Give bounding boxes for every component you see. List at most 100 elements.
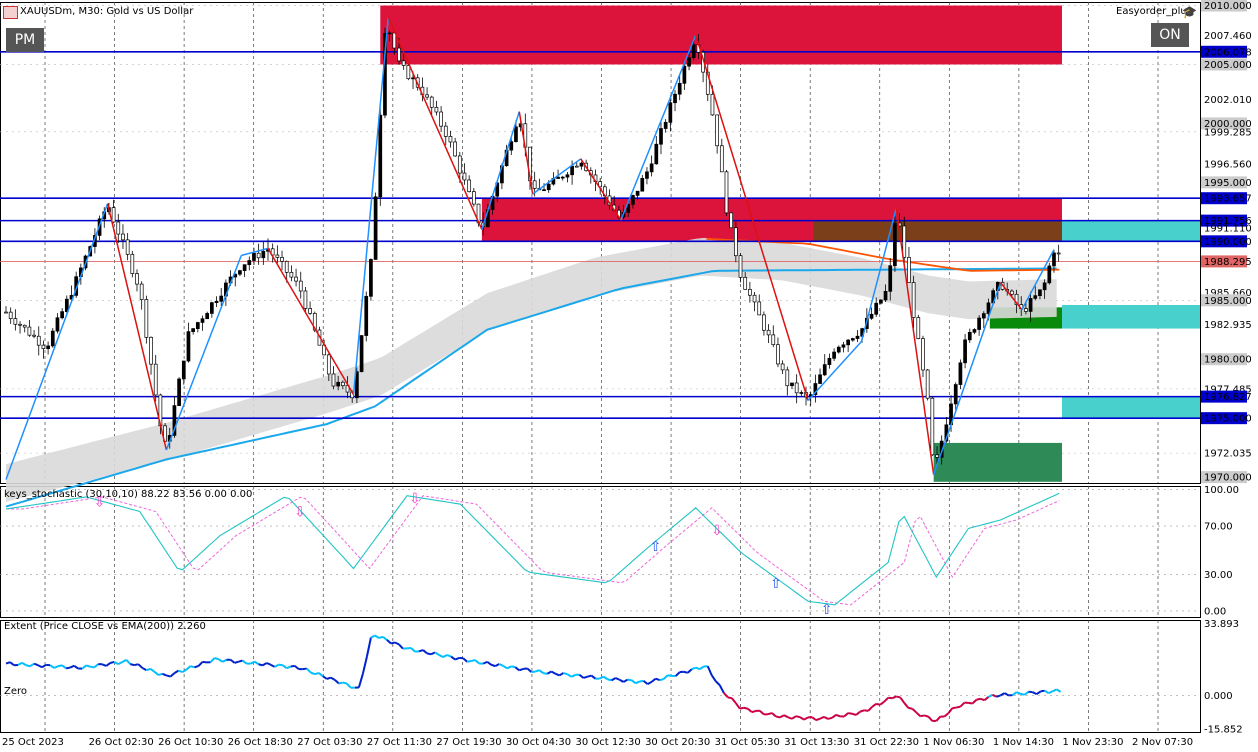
candle-body xyxy=(1014,293,1019,305)
extent-segment xyxy=(739,706,745,710)
extent-segment xyxy=(706,665,713,676)
extent-segment xyxy=(1011,691,1018,696)
extent-segment xyxy=(442,654,448,658)
extent-segment xyxy=(683,670,688,674)
extent-segment xyxy=(731,697,737,704)
price-tag-bg xyxy=(1201,390,1247,403)
candle-body xyxy=(467,179,472,192)
candle-body xyxy=(977,317,981,330)
extent-segment xyxy=(546,670,552,675)
extent-segment xyxy=(294,665,300,670)
extent-segment xyxy=(783,714,789,719)
candle-body xyxy=(1010,290,1014,295)
candle-body xyxy=(986,302,991,314)
extent-segment xyxy=(470,659,476,662)
extent-segment xyxy=(37,664,43,669)
extent-segment xyxy=(398,643,404,650)
zigzag-segment xyxy=(932,282,1002,475)
candle-body xyxy=(387,32,392,35)
extent-segment xyxy=(983,696,990,701)
extent-segment xyxy=(450,655,456,661)
price-tag-bg xyxy=(1201,353,1247,366)
extent-segment xyxy=(153,670,160,676)
extent-segment xyxy=(318,672,324,677)
extent-segment xyxy=(630,679,637,684)
time-tick-label: 1 Nov 23:30 xyxy=(1062,737,1123,748)
extent-segment xyxy=(855,710,861,716)
candle-body xyxy=(743,276,748,290)
extent-segment xyxy=(779,714,785,719)
extent-segment xyxy=(787,716,793,720)
candle-body xyxy=(46,345,50,349)
candle-body xyxy=(649,163,654,173)
candle-body xyxy=(818,374,822,384)
panel-border-stochastic xyxy=(0,486,1201,618)
time-tick-label: 30 Oct 12:30 xyxy=(576,737,641,748)
on-button[interactable]: ON xyxy=(1151,23,1189,47)
extent-segment xyxy=(286,665,292,670)
extent-segment xyxy=(5,661,11,665)
extent-segment xyxy=(266,662,272,666)
candle-body xyxy=(953,384,958,405)
extent-segment xyxy=(21,661,27,667)
candle-body xyxy=(8,311,13,319)
extent-segment xyxy=(607,678,612,682)
zigzag-segment xyxy=(352,17,390,395)
candle-body xyxy=(144,299,149,338)
extent-segment xyxy=(587,674,592,678)
extent-segment xyxy=(558,672,564,677)
up-arrow-icon: ⇧ xyxy=(770,576,782,592)
extent-segment xyxy=(365,637,372,657)
extent-segment xyxy=(888,696,893,700)
candle-body xyxy=(719,145,724,173)
price-tag-bg xyxy=(1201,255,1247,268)
extent-segment xyxy=(81,664,87,670)
candle-body xyxy=(930,397,935,456)
extent-segment xyxy=(258,663,263,667)
candle-body xyxy=(153,363,158,396)
pm-button[interactable]: PM xyxy=(6,28,44,52)
candle-body xyxy=(252,252,256,261)
time-tick-label: 1 Nov 06:30 xyxy=(923,737,984,748)
extent-segment xyxy=(17,661,23,666)
brown-zone xyxy=(813,220,1062,242)
symbol-title: XAUUSDm, M30: Gold vs US Dollar xyxy=(20,6,194,17)
zigzag-segment xyxy=(241,247,269,257)
extent-segment xyxy=(799,716,805,721)
extent-segment xyxy=(438,654,444,658)
extent-segment xyxy=(1044,689,1050,694)
extent-segment xyxy=(357,673,364,688)
candle-body xyxy=(841,344,846,348)
candle-body xyxy=(177,378,181,406)
extent-segment xyxy=(234,660,239,664)
candle-body xyxy=(935,454,939,458)
candle-body xyxy=(766,329,771,336)
candle-body xyxy=(18,323,22,326)
stochastic-indicator-title: keys_stochastic (30,10,10) 88.22 83.56 0… xyxy=(4,489,253,500)
candle-body xyxy=(116,221,121,235)
stochastic-main-line xyxy=(5,492,1060,606)
price-tick-label: 1970.000 xyxy=(1204,473,1252,484)
candle-body xyxy=(542,189,546,192)
extent-segment xyxy=(767,712,773,716)
candle-body xyxy=(341,381,345,386)
extent-segment xyxy=(747,707,753,713)
extent-segment xyxy=(590,674,597,680)
candle-body xyxy=(60,311,64,319)
candle-body xyxy=(598,181,603,188)
candle-body xyxy=(771,334,776,346)
candlesticks xyxy=(4,27,1061,466)
extent-segment xyxy=(137,663,144,669)
extent-segment xyxy=(378,635,384,639)
candle-body xyxy=(677,82,682,95)
zigzag-segment xyxy=(106,203,168,451)
candle-body xyxy=(200,318,205,323)
candle-body xyxy=(556,176,560,179)
candle-body xyxy=(893,222,897,267)
extent-segment xyxy=(250,660,256,665)
price-tag-bg xyxy=(1201,58,1247,71)
extent-segment xyxy=(723,692,729,699)
candle-body xyxy=(921,338,925,371)
extent-segment xyxy=(611,677,617,682)
time-tick-label: 26 Oct 02:30 xyxy=(89,737,154,748)
